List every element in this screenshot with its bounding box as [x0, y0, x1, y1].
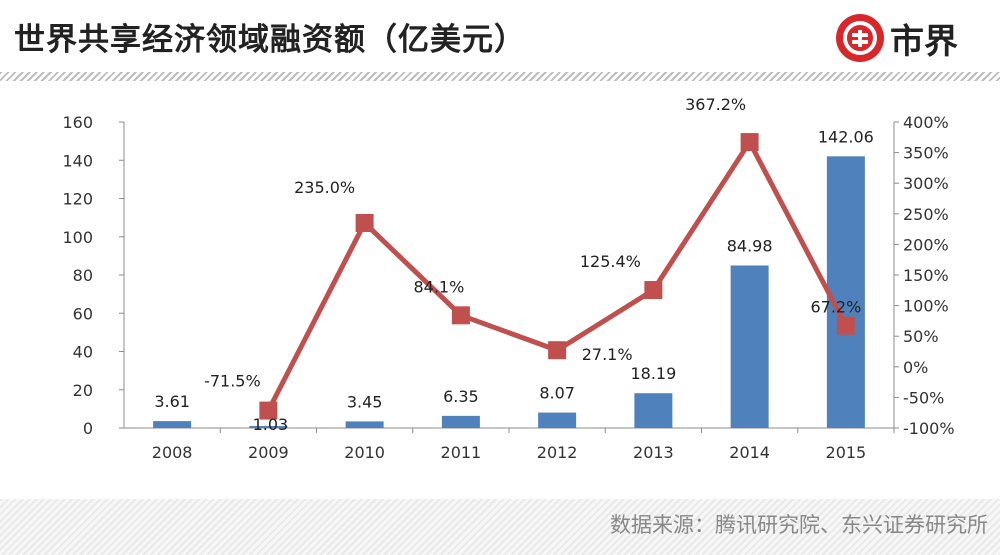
growth-value-label: 27.1%: [582, 345, 633, 364]
bar: [634, 393, 673, 428]
right-tick-label: 150%: [903, 266, 949, 285]
right-tick-label: 400%: [903, 113, 949, 132]
x-tick-label: 2012: [537, 443, 578, 462]
left-tick-label: 40: [73, 343, 93, 362]
right-tick-label: 200%: [903, 235, 949, 254]
x-tick-label: 2014: [729, 443, 770, 462]
bar-value-label: 18.19: [630, 364, 676, 383]
left-tick-label: 80: [73, 266, 93, 285]
left-tick-label: 0: [83, 419, 93, 438]
line-marker: [451, 306, 470, 325]
line-marker: [548, 341, 567, 360]
right-tick-label: -50%: [903, 388, 944, 407]
bar: [538, 412, 577, 428]
chart-axes: 0 20 40 60 80 100 120 140 160 -100% -50% 0% 50% 100% 1…: [62, 113, 954, 462]
x-tick-label: 2013: [633, 443, 674, 462]
right-tick-label: 50%: [903, 327, 939, 346]
left-tick-label: 60: [73, 304, 93, 323]
bar: [249, 426, 288, 428]
right-tick-label: 300%: [903, 174, 949, 193]
bar: [826, 156, 865, 428]
growth-value-label: 67.2%: [810, 298, 861, 317]
x-tick-label: 2011: [441, 443, 482, 462]
source-note: 数据来源：腾讯研究院、东兴证券研究所: [610, 513, 988, 537]
left-tick-label: 20: [73, 381, 93, 400]
left-tick-label: 120: [62, 190, 93, 209]
right-tick-label: 250%: [903, 205, 949, 224]
bar: [730, 265, 769, 428]
right-tick-label: 100%: [903, 297, 949, 316]
data-labels: 3.61 1.03 3.45 6.35 8.07 18.19 84.98 142.06 -71.…: [154, 95, 874, 434]
bar: [345, 421, 384, 428]
bar-value-label: 142.06: [818, 127, 874, 146]
right-tick-label: 350%: [903, 144, 949, 163]
bar-value-label: 8.07: [539, 384, 575, 403]
chart: 0 20 40 60 80 100 120 140 160 -100% -50% 0% 50% 100% 1…: [62, 95, 954, 462]
header: 世界共享经济领域融资额（亿美元） 市界: [0, 0, 1000, 76]
page-title: 世界共享经济领域融资额（亿美元）: [14, 22, 526, 58]
x-tick-label: 2010: [344, 443, 385, 462]
bar-value-label: 1.03: [253, 415, 289, 434]
growth-value-label: -71.5%: [204, 372, 261, 391]
bar: [153, 421, 192, 428]
bar: [441, 415, 480, 428]
line-marker: [259, 401, 278, 420]
bar-value-label: 6.35: [443, 387, 479, 406]
line-series: [259, 133, 855, 420]
line-marker: [644, 281, 663, 300]
left-tick-label: 100: [62, 228, 93, 247]
logo-text: 市界: [890, 21, 958, 62]
x-tick-label: 2015: [826, 443, 867, 462]
dollar-circle-icon: [836, 14, 884, 62]
x-tick-label: 2008: [152, 443, 193, 462]
growth-value-label: 84.1%: [413, 277, 464, 296]
line-marker: [355, 213, 374, 232]
x-tick-label: 2009: [248, 443, 289, 462]
growth-value-label: 235.0%: [294, 178, 355, 197]
header-divider: [0, 72, 1000, 81]
bar-value-label: 3.61: [154, 392, 190, 411]
growth-value-label: 367.2%: [685, 95, 746, 114]
bar-series: [153, 156, 865, 428]
bar-value-label: 84.98: [727, 236, 773, 255]
right-tick-label: -100%: [903, 419, 955, 438]
left-tick-label: 140: [62, 151, 93, 170]
growth-value-label: 125.4%: [580, 252, 641, 271]
bar-value-label: 3.45: [347, 392, 383, 411]
line-marker: [836, 316, 855, 335]
footer: 数据来源：腾讯研究院、东兴证券研究所: [0, 499, 1000, 555]
right-tick-label: 0%: [903, 358, 928, 377]
chart-panel: 0 20 40 60 80 100 120 140 160 -100% -50% 0% 50% 100% 1…: [0, 81, 1000, 499]
left-tick-label: 160: [62, 113, 93, 132]
line-marker: [740, 133, 759, 152]
logo: 市界: [836, 10, 958, 66]
